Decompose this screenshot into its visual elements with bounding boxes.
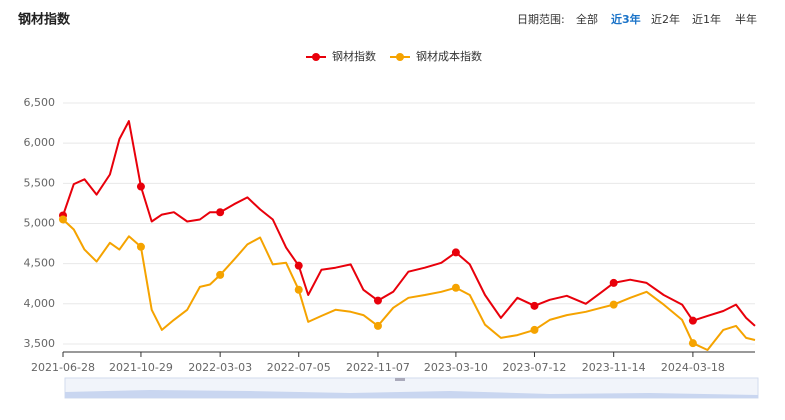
series-dot (530, 301, 539, 310)
date-range-option[interactable]: 近1年 (692, 12, 721, 26)
series-dot (688, 316, 697, 325)
x-tick-label: 2021-06-28 (31, 361, 95, 374)
date-range-option[interactable]: 半年 (735, 12, 757, 26)
y-tick-label: 5,000 (24, 216, 56, 229)
legend-dot (396, 53, 404, 61)
legend-label: 钢材指数 (332, 49, 376, 63)
series-dot (59, 215, 67, 224)
x-tick-label: 2023-03-10 (424, 361, 488, 374)
series-line (62, 218, 756, 351)
y-tick-label: 6,000 (24, 136, 56, 149)
x-tick-label: 2024-03-18 (661, 361, 725, 374)
x-tick-label: 2022-11-07 (346, 361, 410, 374)
series-dot (294, 285, 303, 294)
y-tick-label: 3,500 (24, 337, 56, 350)
series-dot (294, 261, 303, 270)
date-range-option[interactable]: 全部 (576, 12, 598, 26)
x-tick-label: 2022-07-05 (267, 361, 331, 374)
x-tick-label: 2023-07-12 (503, 361, 567, 374)
series-line (62, 120, 756, 327)
series-dot (373, 321, 382, 330)
legend-label: 钢材成本指数 (416, 49, 482, 63)
series-dot (136, 182, 145, 191)
date-range-option[interactable]: 近3年 (611, 12, 641, 26)
series-dot (373, 296, 382, 305)
y-tick-label: 6,500 (24, 96, 56, 109)
series-dot (216, 208, 225, 217)
x-tick-label: 2022-03-03 (188, 361, 252, 374)
y-tick-label: 5,500 (24, 176, 56, 189)
series-dot (609, 300, 618, 309)
y-tick-label: 4,500 (24, 257, 56, 270)
series-dot (688, 339, 697, 348)
zoom-handle[interactable] (395, 378, 405, 381)
series-dot (216, 270, 225, 279)
series-dot (609, 278, 618, 287)
x-tick-label: 2021-10-29 (109, 361, 173, 374)
series-dot (136, 242, 145, 251)
chart-title: 钢材指数 (18, 12, 71, 28)
series-dot (451, 248, 460, 257)
zoom-preview (65, 390, 758, 398)
series-dot (530, 325, 539, 334)
x-tick-label: 2023-11-14 (582, 361, 646, 374)
series-dot (451, 283, 460, 292)
y-tick-label: 4,000 (24, 297, 56, 310)
legend-dot (312, 53, 320, 61)
date-range-label: 日期范围: (517, 12, 565, 26)
date-range-option[interactable]: 近2年 (651, 12, 680, 26)
